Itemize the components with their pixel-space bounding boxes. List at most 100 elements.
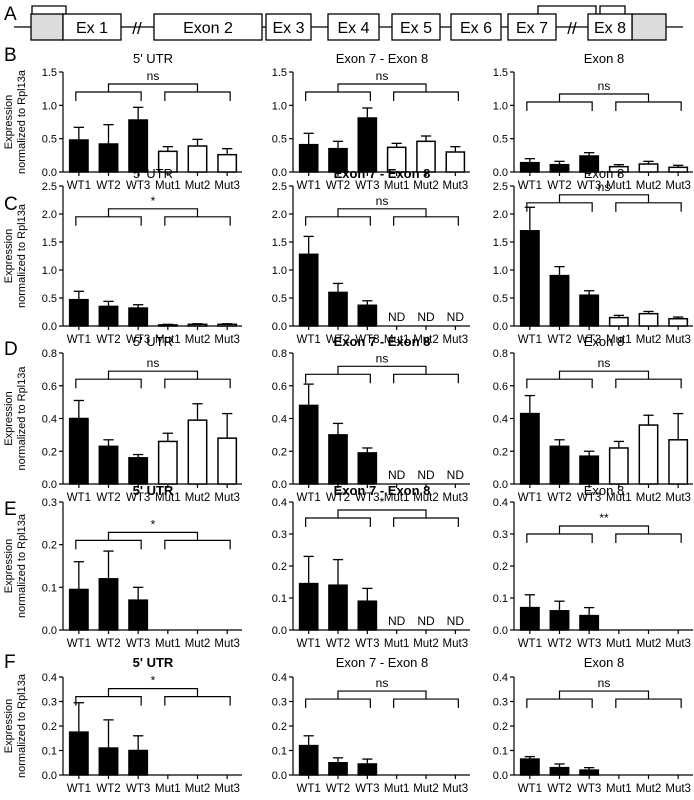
bar-chart: Exon 8 0.0 0.5 1.0 1.5 WT1 WT2 WT3 Mut1 Mut2 Mut3 n… [493, 51, 693, 192]
x-tick-label: WT3 [577, 334, 601, 346]
panel-letter-a: A [4, 4, 17, 25]
x-tick-label: Mut3 [665, 334, 691, 346]
chart-title: Exon 7 - Exon 8 [334, 483, 431, 498]
x-tick-label: WT2 [547, 492, 571, 504]
y-tick-label: 2.0 [42, 209, 57, 221]
y-axis-label: Expression [3, 391, 15, 445]
bracket-wt-group [305, 216, 371, 226]
x-tick-label: WT2 [326, 783, 350, 795]
significance-label: ns [147, 356, 160, 370]
y-tick-label: 0.4 [42, 414, 57, 426]
y-tick-label: 0.0 [272, 625, 287, 637]
bar [519, 161, 540, 173]
x-tick-label: WT3 [126, 334, 150, 346]
bar [328, 584, 348, 631]
bracket-mut-group [164, 378, 231, 389]
y-tick-label: 0.2 [493, 721, 508, 733]
x-tick-label: Mut1 [606, 492, 632, 504]
y-tick-label: 0.5 [272, 134, 287, 146]
y-axis-label: normalized to Rpl13a [16, 366, 28, 471]
not-detected-label: ND [447, 468, 465, 482]
bar-chart: Exon 7 - Exon 8 0.0 0.1 0.2 0.3 0.4 WT1 WT2 WT3 M… [272, 483, 470, 650]
y-tick-label: 0.2 [493, 561, 508, 573]
bracket-wt-group [526, 101, 593, 111]
bar [549, 274, 570, 327]
chart-title: Exon 7 - Exon 8 [334, 166, 431, 181]
not-detected-label: ND [417, 614, 435, 628]
bar [668, 317, 689, 327]
y-tick-label: 1.0 [42, 100, 57, 112]
bar [608, 316, 629, 327]
bar [128, 307, 149, 327]
y-tick-label: 0.0 [493, 770, 508, 782]
y-tick-label: 0.2 [272, 561, 287, 573]
bar [638, 163, 659, 173]
bar [638, 312, 659, 327]
exon-label: Ex 6 [460, 20, 492, 37]
x-tick-label: Mut2 [185, 180, 211, 192]
panel-letter-b: B [4, 45, 17, 66]
x-tick-label: WT2 [547, 783, 571, 795]
x-tick-label: Mut1 [384, 180, 410, 192]
y-tick-label: 1.5 [42, 237, 57, 249]
bracket-comparison [107, 208, 199, 217]
y-tick-label: 0.2 [42, 446, 57, 458]
bar [98, 578, 119, 631]
y-tick-label: 1.5 [493, 237, 508, 249]
x-tick-label: Mut3 [214, 492, 240, 504]
bar [357, 452, 378, 485]
y-tick-label: 0.4 [42, 672, 57, 684]
panel-letter-e: E [4, 499, 17, 520]
x-tick-label: WT3 [355, 783, 379, 795]
y-tick-label: 0.4 [272, 414, 287, 426]
bracket-wt-group [75, 696, 142, 706]
y-tick-label: 0.1 [42, 746, 57, 758]
bar [128, 599, 149, 631]
bracket-comparison [107, 370, 199, 380]
x-tick-label: WT3 [126, 783, 150, 795]
bar [445, 151, 466, 173]
bracket-comparison [558, 194, 650, 203]
x-tick-label: Mut3 [443, 783, 469, 795]
y-tick-label: 0.1 [272, 746, 287, 758]
x-tick-label: WT2 [547, 334, 571, 346]
bar [98, 143, 119, 173]
x-tick-label: Mut3 [443, 334, 469, 346]
bar [357, 117, 378, 173]
bracket-wt-group [526, 378, 593, 389]
bar [519, 606, 540, 631]
bar [187, 323, 208, 327]
x-tick-label: WT1 [67, 492, 91, 504]
bracket-comparison [558, 370, 650, 380]
y-axis-label: Expression [3, 95, 15, 149]
x-tick-label: Mut1 [155, 492, 181, 504]
x-tick-label: Mut2 [413, 638, 439, 650]
bracket-comparison [558, 525, 650, 534]
y-axis-label: Expression [3, 229, 15, 283]
bar [68, 139, 89, 173]
significance-label: ns [598, 180, 611, 194]
x-tick-label: WT2 [547, 180, 571, 192]
x-tick-label: Mut3 [443, 638, 469, 650]
y-tick-label: 1.5 [272, 67, 287, 79]
bar [579, 614, 600, 631]
x-tick-label: Mut3 [443, 180, 469, 192]
bar-chart: Exon 7 - Exon 8 0.0 0.2 0.4 0.6 0.8 WT1 WT2 WT3 M… [272, 334, 470, 504]
bracket-wt-group [526, 533, 593, 543]
exon-label: Ex 1 [76, 20, 108, 37]
x-tick-label: WT2 [96, 492, 120, 504]
primer-bracket-ex8 [599, 5, 626, 14]
chart-title: Exon 8 [584, 334, 624, 349]
bracket-wt-group [305, 698, 371, 709]
y-tick-label: 0.4 [493, 414, 508, 426]
bar [608, 447, 629, 485]
bar [549, 766, 570, 776]
panel-letter-f: F [4, 652, 16, 673]
bracket-wt-group [75, 539, 142, 550]
y-tick-label: 0.4 [493, 672, 508, 684]
bar [328, 291, 348, 327]
y-axis-label: Expression [3, 699, 15, 753]
y-tick-label: 0.8 [272, 348, 287, 360]
